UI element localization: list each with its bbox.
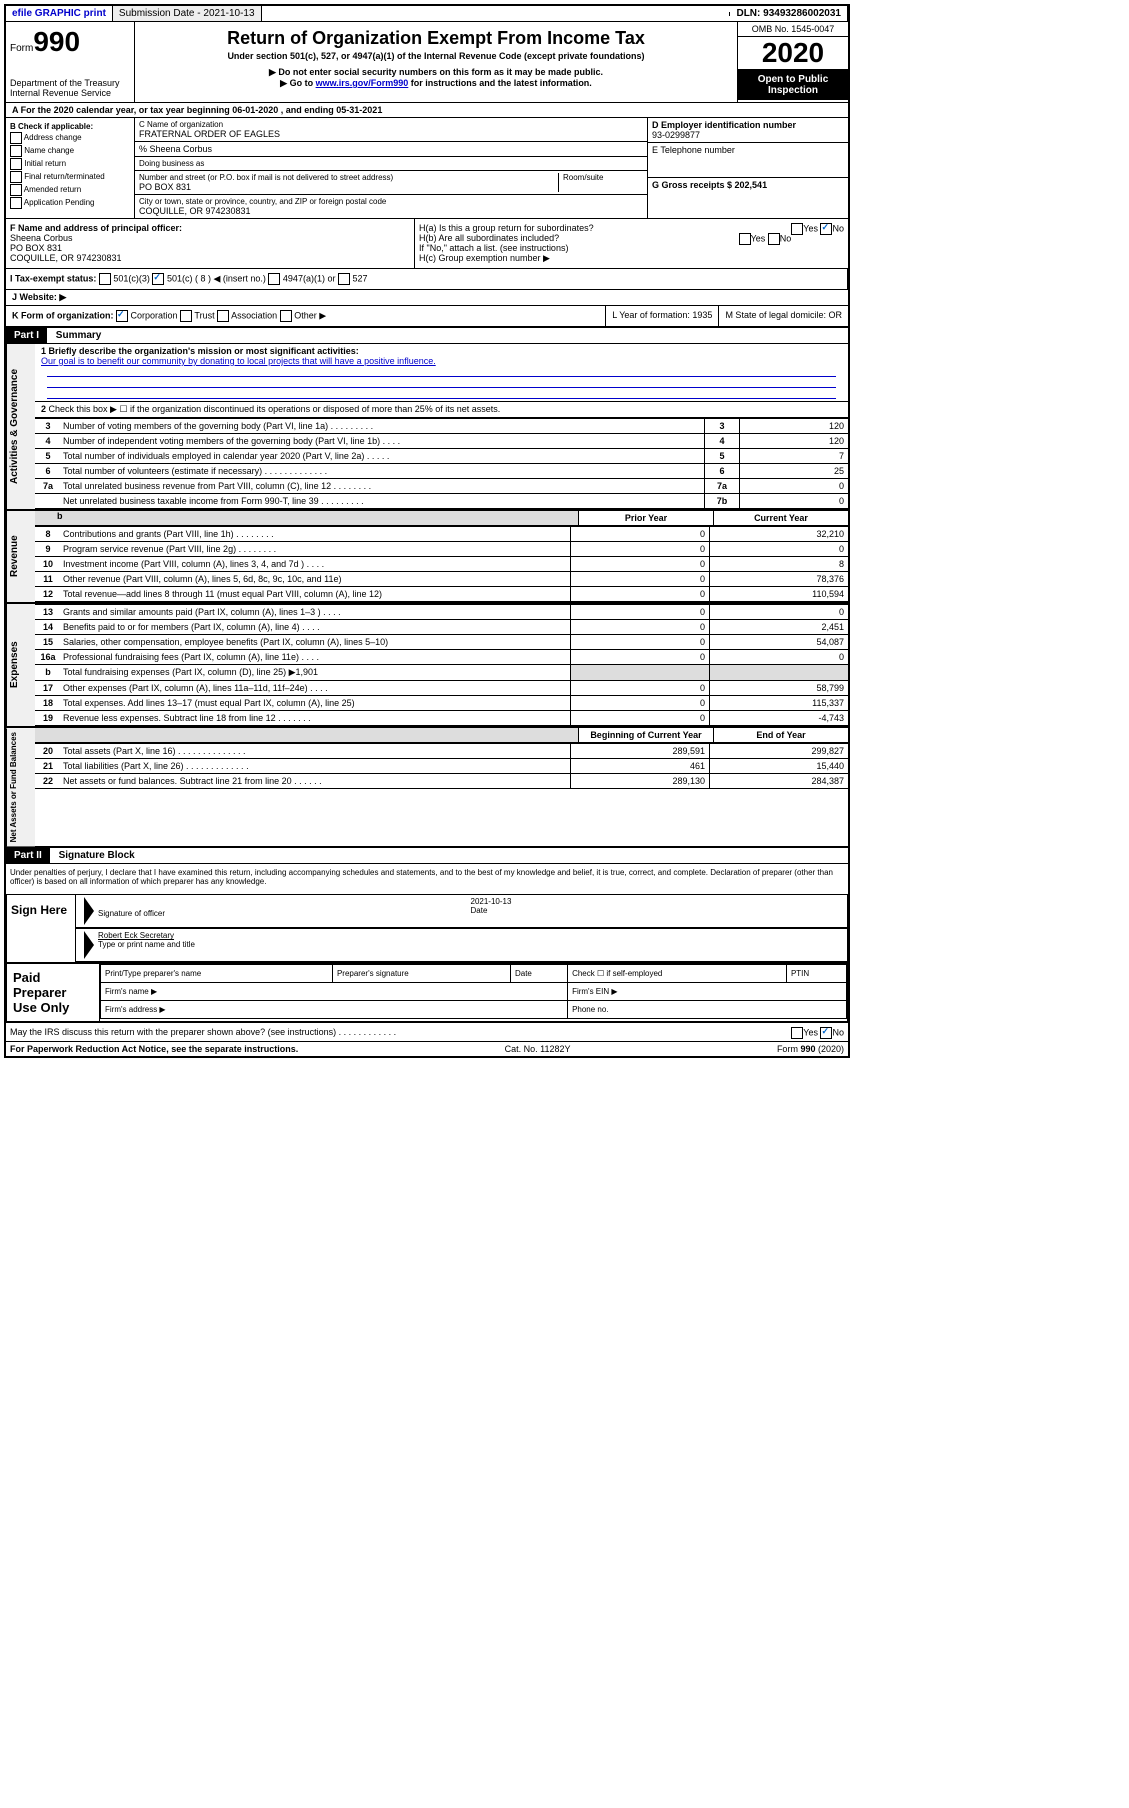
note-ssn: ▶ Do not enter social security numbers o…	[139, 67, 733, 78]
form-990-container: efile GRAPHIC print Submission Date - 20…	[4, 4, 850, 1058]
year-formation: L Year of formation: 1935	[606, 306, 719, 326]
name-change-checkbox[interactable]	[10, 145, 22, 157]
irs-label: Internal Revenue Service	[10, 88, 130, 98]
ein: 93-0299877	[652, 130, 844, 140]
form-label: Form	[10, 43, 33, 54]
revenue-label: Revenue	[6, 511, 35, 602]
website-row: J Website: ▶	[6, 290, 848, 306]
cat-no: Cat. No. 11282Y	[505, 1044, 571, 1054]
501c-checkbox[interactable]	[152, 273, 164, 285]
initial-return-checkbox[interactable]	[10, 158, 22, 170]
form-subtitle: Under section 501(c), 527, or 4947(a)(1)…	[139, 51, 733, 61]
org-name: FRATERNAL ORDER OF EAGLES	[139, 129, 643, 139]
part-2-title: Signature Block	[53, 848, 141, 863]
officer-addr1: PO BOX 831	[10, 243, 410, 253]
officer-name: Sheena Corbus	[10, 233, 410, 243]
amended-return-checkbox[interactable]	[10, 184, 22, 196]
form-header: Form990 Department of the Treasury Inter…	[6, 22, 848, 103]
sign-here-label: Sign Here	[7, 895, 76, 962]
form-title: Return of Organization Exempt From Incom…	[139, 28, 733, 49]
paid-preparer-label: Paid Preparer Use Only	[7, 964, 100, 1021]
sign-arrow-icon	[84, 931, 94, 959]
governance-label: Activities & Governance	[6, 344, 35, 509]
application-pending-checkbox[interactable]	[10, 197, 22, 209]
net-assets-label: Net Assets or Fund Balances	[6, 728, 35, 846]
form-number: 990	[33, 26, 80, 57]
form-ref: Form 990 (2020)	[777, 1044, 844, 1054]
final-return-checkbox[interactable]	[10, 171, 22, 183]
paperwork-notice: For Paperwork Reduction Act Notice, see …	[10, 1044, 298, 1054]
part-2-header: Part II	[6, 848, 50, 863]
state-domicile: M State of legal domicile: OR	[719, 306, 848, 326]
top-bar: efile GRAPHIC print Submission Date - 20…	[6, 6, 848, 22]
dept-treasury: Department of the Treasury	[10, 78, 130, 88]
street-address: PO BOX 831	[139, 182, 558, 192]
phone-label: E Telephone number	[648, 143, 848, 178]
declaration-text: Under penalties of perjury, I declare th…	[6, 864, 848, 890]
corporation-checkbox[interactable]	[116, 310, 128, 322]
gov-value: 25	[739, 464, 848, 478]
omb-number: OMB No. 1545-0047	[738, 22, 848, 37]
row-a-tax-year: A For the 2020 calendar year, or tax yea…	[6, 103, 848, 118]
gov-value: 120	[739, 419, 848, 433]
address-change-checkbox[interactable]	[10, 132, 22, 144]
public-inspection: Open to Public Inspection	[738, 70, 848, 100]
gov-value: 120	[739, 434, 848, 448]
officer-addr2: COQUILLE, OR 974230831	[10, 253, 410, 263]
instructions-link[interactable]: www.irs.gov/Form990	[316, 78, 409, 88]
dln: DLN: 93493286002031	[730, 6, 848, 21]
checkbox-column-b: B Check if applicable: Address change Na…	[6, 118, 135, 218]
gov-value: 7	[739, 449, 848, 463]
efile-link[interactable]: efile GRAPHIC print	[12, 8, 106, 19]
gross-receipts: G Gross receipts $ 202,541	[648, 178, 848, 192]
sign-arrow-icon	[84, 897, 94, 925]
gov-value: 0	[739, 479, 848, 493]
submission-date: Submission Date - 2021-10-13	[119, 8, 255, 19]
part-1-header: Part I	[6, 328, 47, 343]
identity-section: B Check if applicable: Address change Na…	[6, 118, 848, 219]
sign-date: 2021-10-13	[471, 897, 512, 906]
gov-value: 0	[739, 494, 848, 508]
group-return-no[interactable]	[820, 223, 832, 235]
part-1-title: Summary	[50, 328, 108, 343]
expenses-label: Expenses	[6, 604, 35, 726]
irs-discuss-no[interactable]	[820, 1027, 832, 1039]
care-of: % Sheena Corbus	[135, 142, 647, 157]
tax-year: 2020	[738, 37, 848, 70]
mission-statement: Our goal is to benefit our community by …	[41, 356, 436, 366]
city-state-zip: COQUILLE, OR 974230831	[139, 206, 643, 216]
officer-signature-name: Robert Eck Secretary	[98, 931, 174, 940]
